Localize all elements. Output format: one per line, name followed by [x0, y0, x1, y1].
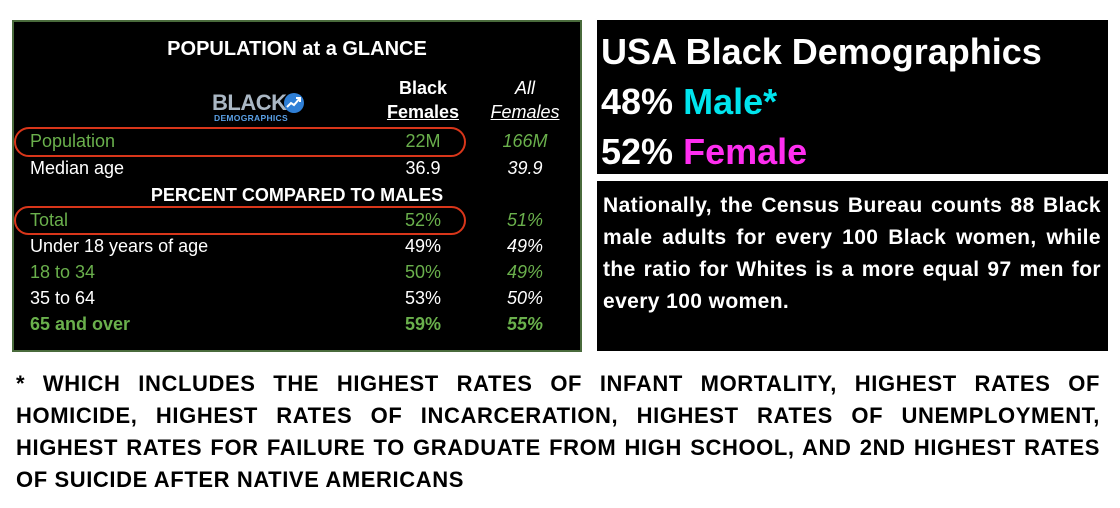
black-demographics-logo: BLACK DEMOGRAPHICS [212, 90, 312, 124]
black-females-value: 52% [404, 210, 442, 230]
row-label: Median age [30, 158, 125, 178]
column-header-black-females: Black Females [386, 78, 460, 122]
all-females-value: 166M [502, 131, 548, 151]
all-females-value: 51% [506, 210, 544, 230]
logo-subtitle: DEMOGRAPHICS [214, 113, 288, 123]
black-females-value: 59% [404, 314, 442, 334]
demographics-heading: USA Black Demographics [601, 31, 1042, 72]
table-row-under-18: Under 18 years of age 49% 49% [14, 233, 580, 259]
black-females-value: 49% [404, 236, 442, 256]
all-females-value: 49% [506, 236, 544, 256]
row-label: Under 18 years of age [30, 236, 209, 256]
table-row-65-and-over: 65 and over 59% 55% [14, 311, 580, 337]
male-label: Male* [683, 81, 778, 122]
table-row-total: Total 52% 51% [14, 207, 580, 233]
black-females-value: 50% [404, 262, 442, 282]
all-females-value: 39.9 [507, 158, 543, 178]
row-label: Total [30, 210, 69, 230]
female-percent: 52% [601, 131, 674, 172]
table-row-35-to-64: 35 to 64 53% 50% [14, 285, 580, 311]
logo-word: BLACK [212, 90, 287, 115]
male-percent: 48% [601, 81, 674, 122]
row-label: Population [30, 131, 116, 151]
table-title: POPULATION at a GLANCE [167, 38, 427, 60]
table-row-median-age: Median age 36.9 39.9 [14, 155, 580, 181]
male-stat: 48% Male* [601, 80, 777, 124]
black-females-value: 53% [404, 288, 442, 308]
demographics-panel: USA Black Demographics 48% Male* 52% Fem… [597, 20, 1108, 174]
census-text: Nationally, the Census Bureau counts 88 … [603, 194, 1101, 313]
row-label: 35 to 64 [30, 288, 96, 308]
total-highlight-ring [14, 206, 466, 235]
all-females-value: 49% [506, 262, 544, 282]
black-females-value: 22M [405, 131, 441, 151]
census-panel: Nationally, the Census Bureau counts 88 … [597, 181, 1108, 351]
population-table: POPULATION at a GLANCE BLACK DEMOGRAPHIC… [12, 20, 582, 352]
footnote: * WHICH INCLUDES THE HIGHEST RATES OF IN… [16, 371, 1100, 492]
black-females-value: 36.9 [405, 158, 441, 178]
female-stat: 52% Female [601, 130, 807, 174]
population-highlight-ring [14, 127, 466, 157]
globe-icon [284, 93, 304, 113]
column-header-all-females: All Females [490, 78, 560, 122]
table-row-18-to-34: 18 to 34 50% 49% [14, 259, 580, 285]
table-row-population: Population 22M 166M [14, 128, 580, 154]
female-label: Female [683, 131, 808, 172]
all-females-value: 50% [506, 288, 544, 308]
section-heading: PERCENT COMPARED TO MALES [150, 185, 444, 205]
row-label: 18 to 34 [30, 262, 96, 282]
all-females-value: 55% [506, 314, 544, 334]
row-label: 65 and over [30, 314, 131, 334]
